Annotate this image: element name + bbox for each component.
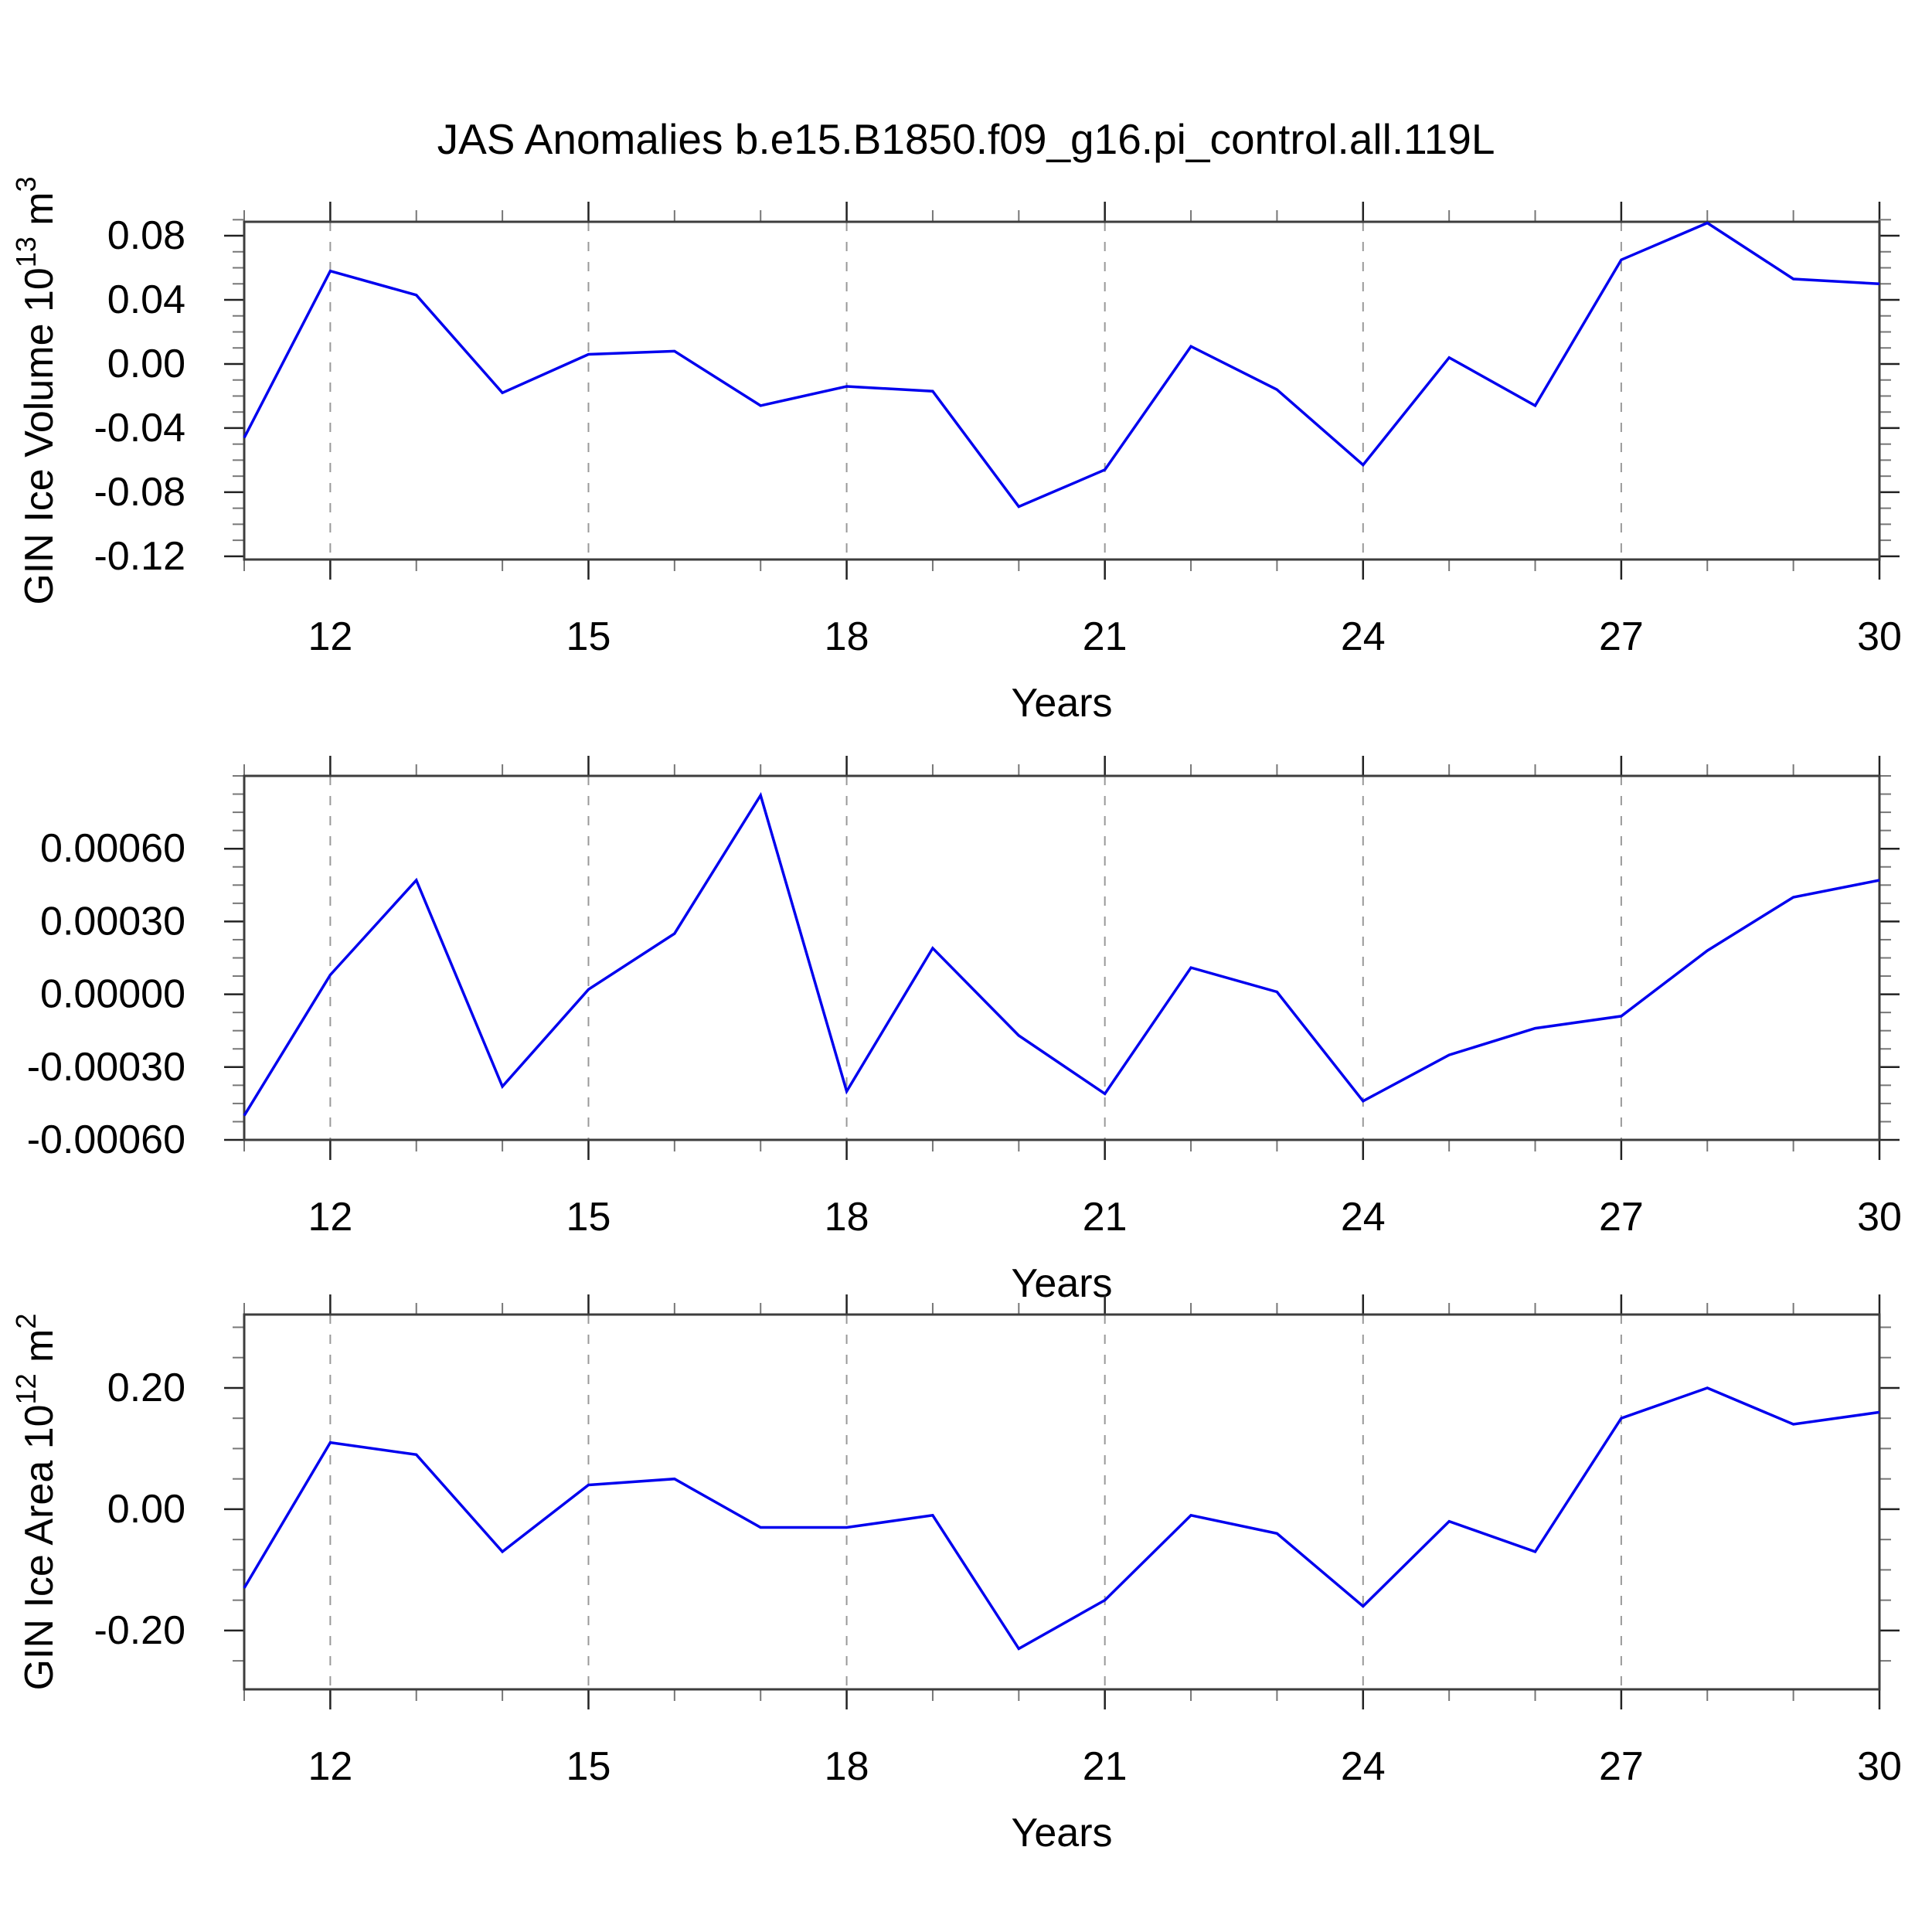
x-tick-label: 21	[1083, 1195, 1128, 1240]
y-tick-label: 0.04	[107, 277, 185, 322]
x-axis-title: Years	[1011, 1261, 1112, 1306]
x-tick-label: 24	[1341, 1744, 1386, 1789]
x-tick-label: 12	[308, 1744, 352, 1789]
x-tick-label: 27	[1599, 614, 1644, 659]
gridlines	[329, 1315, 1622, 1689]
panel-0: 0.08 0.04 0.00 -0.04 -0.08 -0.12 12 15 18 21 24 27 3…	[10, 176, 1902, 726]
y-tick-label: 0.00000	[40, 972, 185, 1017]
y-tick-label: -0.00060	[27, 1117, 185, 1162]
y-ticks	[224, 775, 1900, 1141]
x-tick-label: 27	[1599, 1744, 1644, 1789]
y-tick-label: 0.00060	[40, 826, 185, 871]
chart-title: JAS Anomalies b.e15.B1850.f09_g16.pi_con…	[437, 115, 1495, 163]
y-ticks	[224, 219, 1900, 558]
y-axis-title: GIN Ice Volume 1013 m3	[10, 176, 62, 604]
y-tick-label: -0.08	[94, 470, 185, 515]
x-tick-label: 30	[1857, 1195, 1902, 1240]
y-ticks	[224, 1326, 1900, 1662]
y-tick-label: 0.00030	[40, 899, 185, 944]
x-tick-label: 18	[825, 1744, 869, 1789]
x-tick-label: 30	[1857, 614, 1902, 659]
x-ticks	[243, 756, 1881, 1160]
plot-frame	[243, 1313, 1881, 1691]
y-axis-title: GIN Ice Area 1012 m2	[10, 1314, 62, 1691]
x-tick-label: 24	[1341, 1195, 1386, 1240]
x-tick-labels: 12 15 18 21 24 27 30	[308, 1744, 1901, 1789]
x-tick-label: 15	[566, 1195, 611, 1240]
y-tick-label: 0.20	[107, 1366, 185, 1410]
x-ticks	[243, 1294, 1881, 1709]
x-tick-label: 21	[1083, 614, 1128, 659]
y-tick-label: -0.12	[94, 534, 185, 579]
y-tick-labels: 0.20 0.00 -0.20	[94, 1366, 185, 1653]
data-series-line	[243, 221, 1880, 509]
gridlines	[329, 222, 1622, 560]
x-tick-labels: 12 15 18 21 24 27 30	[308, 1195, 1901, 1240]
y-tick-label: -0.20	[94, 1608, 185, 1653]
y-tick-label: -0.04	[94, 406, 185, 451]
y-tick-label: 0.08	[107, 213, 185, 258]
x-tick-labels: 12 15 18 21 24 27 30	[308, 614, 1901, 659]
x-tick-label: 15	[566, 1744, 611, 1789]
x-tick-label: 27	[1599, 1195, 1644, 1240]
x-tick-label: 12	[308, 614, 352, 659]
x-tick-label: 18	[825, 1195, 869, 1240]
x-tick-label: 18	[825, 614, 869, 659]
x-tick-label: 15	[566, 614, 611, 659]
x-tick-label: 24	[1341, 614, 1386, 659]
plot-frame	[243, 774, 1881, 1141]
x-tick-label: 30	[1857, 1744, 1902, 1789]
data-series-line	[243, 791, 1880, 1117]
data-series-line	[243, 1386, 1880, 1651]
gridlines	[329, 776, 1622, 1140]
y-tick-label: -0.00030	[27, 1045, 185, 1090]
x-ticks	[243, 202, 1881, 580]
panel-2: 0.20 0.00 -0.20 12 15 18 21 24 27 30 Years GIN Ice …	[10, 1294, 1902, 1855]
x-axis-title: Years	[1011, 681, 1112, 726]
x-tick-label: 12	[308, 1195, 352, 1240]
x-tick-label: 21	[1083, 1744, 1128, 1789]
plot-frame	[243, 220, 1881, 561]
y-tick-labels: 0.08 0.04 0.00 -0.04 -0.08 -0.12	[94, 213, 185, 579]
y-tick-label: 0.00	[107, 342, 185, 386]
y-tick-labels: 0.00060 0.00030 0.00000 -0.00030 -0.00060	[27, 826, 185, 1162]
x-axis-title: Years	[1011, 1811, 1112, 1855]
y-tick-label: 0.00	[107, 1487, 185, 1532]
